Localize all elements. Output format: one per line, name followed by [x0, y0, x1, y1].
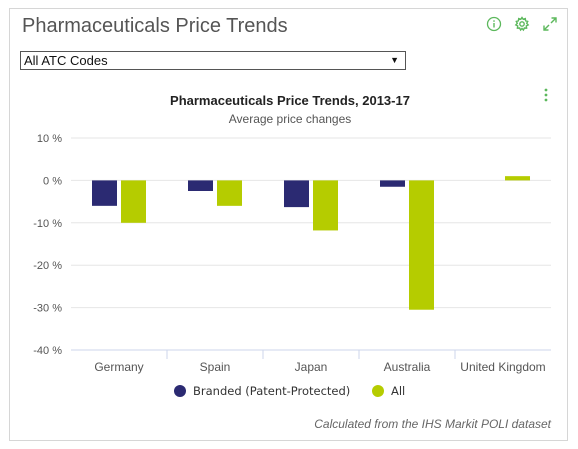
- chart-area: Pharmaceuticals Price Trends, 2013-17 Av…: [10, 9, 569, 442]
- footer-note: Calculated from the IHS Markit POLI data…: [314, 417, 551, 431]
- x-tick-label: Australia: [384, 360, 431, 374]
- bar-all-japan[interactable]: [313, 180, 338, 231]
- x-tick-label: United Kingdom: [460, 360, 545, 374]
- bar-all-germany[interactable]: [121, 180, 146, 223]
- bar-branded-spain[interactable]: [188, 180, 213, 191]
- y-tick-label: -20 %: [33, 260, 62, 272]
- chart-title: Pharmaceuticals Price Trends, 2013-17: [170, 93, 410, 108]
- info-icon[interactable]: [486, 16, 502, 32]
- expand-icon[interactable]: [542, 16, 558, 32]
- y-tick-label: 10 %: [37, 133, 62, 145]
- bar-branded-australia[interactable]: [380, 180, 405, 187]
- y-tick-label: -30 %: [33, 303, 62, 315]
- chart-subtitle: Average price changes: [229, 112, 352, 126]
- widget-title: Pharmaceuticals Price Trends: [22, 15, 288, 37]
- y-tick-label: 0 %: [43, 175, 62, 187]
- x-tick-label: Spain: [200, 360, 231, 374]
- bar-all-australia[interactable]: [409, 180, 434, 310]
- atc-code-selected-value: All ATC Codes: [24, 53, 108, 68]
- bar-all-spain[interactable]: [217, 180, 242, 206]
- atc-code-select[interactable]: All ATC Codes ▼: [20, 51, 406, 70]
- legend-marker[interactable]: [372, 385, 384, 397]
- chevron-down-icon: ▼: [390, 55, 399, 65]
- y-tick-label: -40 %: [33, 345, 62, 357]
- chart-menu-icon[interactable]: [544, 88, 548, 102]
- bar-chart: Pharmaceuticals Price Trends, 2013-17 Av…: [33, 88, 551, 398]
- settings-gear-icon[interactable]: [514, 16, 530, 32]
- chart-widget: Pharmaceuticals Price Trends All ATC Cod…: [9, 8, 568, 441]
- bar-branded-germany[interactable]: [92, 180, 117, 206]
- bar-branded-japan[interactable]: [284, 180, 309, 208]
- legend-marker[interactable]: [174, 385, 186, 397]
- x-tick-label: Japan: [295, 360, 328, 374]
- legend-label[interactable]: All: [391, 384, 405, 398]
- x-tick-label: Germany: [94, 360, 143, 374]
- bar-all-united-kingdom[interactable]: [505, 176, 530, 181]
- y-tick-label: -10 %: [33, 218, 62, 230]
- legend-label[interactable]: Branded (Patent-Protected): [193, 384, 350, 398]
